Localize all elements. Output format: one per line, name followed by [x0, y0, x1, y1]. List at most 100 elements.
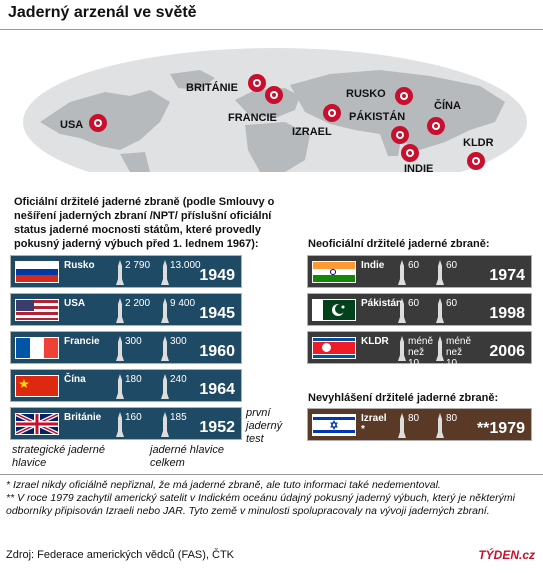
missile-icon — [436, 260, 444, 285]
missile-icon — [161, 412, 169, 437]
missile-icon — [436, 336, 444, 361]
footnote-1: * Izrael nikdy oficiálně nepřiznal, že m… — [6, 479, 441, 491]
map-label-pakistan: PÁKISTÁN — [349, 111, 406, 123]
strategic-count: méně než 10 — [408, 336, 434, 369]
undeclared-row-izrael: Izrael * 80 80 **1979 — [307, 408, 532, 441]
greenland — [170, 70, 215, 90]
missile-icon — [161, 298, 169, 323]
strategic-count: 180 — [125, 374, 142, 385]
missile-icon — [116, 374, 124, 399]
total-count: 80 — [446, 413, 458, 424]
south-america — [120, 152, 150, 172]
missile-icon — [116, 260, 124, 285]
footnotes: * Izrael nikdy oficiálně nepřiznal, že m… — [6, 479, 538, 518]
country-name: Británie — [64, 412, 102, 423]
first-test-year: 1949 — [199, 267, 235, 284]
missile-icon — [398, 260, 406, 285]
country-name: Indie — [361, 260, 385, 271]
total-count: 185 — [170, 412, 187, 423]
page-title: Jaderný arzenál ve světě — [8, 4, 197, 21]
flag-usa-icon — [15, 299, 59, 321]
footnote-marker: * — [361, 424, 365, 435]
publisher-logo[interactable]: TÝDEN.cz — [478, 548, 535, 562]
official-row-rusko: Rusko 2 790 13.000 1949 — [10, 255, 242, 288]
official-heading: Oficiální držitelé jaderné zbraně (podle… — [14, 196, 275, 250]
explosion-icon — [427, 117, 445, 135]
total-count: 300 — [170, 336, 187, 347]
total-count: 240 — [170, 374, 187, 385]
official-row-francie: Francie 300 300 1960 — [10, 331, 242, 364]
explosion-icon — [89, 114, 107, 132]
total-count: 60 — [446, 260, 458, 271]
europe — [235, 88, 300, 118]
flag-uk-icon — [15, 413, 59, 435]
flag-china-icon — [15, 375, 59, 397]
map-label-indie: INDIE — [404, 163, 434, 175]
map-label-rusko: RUSKO — [346, 88, 386, 100]
unofficial-heading: Neoficiální držitelé jaderné zbraně: — [308, 238, 490, 250]
official-row-usa: USA 2 200 9 400 1945 — [10, 293, 242, 326]
missile-icon — [398, 413, 406, 438]
total-count: 9 400 — [170, 298, 196, 309]
country-name: Izrael — [361, 413, 387, 424]
first-test-year: **1979 — [476, 420, 525, 437]
flag-india-icon — [312, 261, 356, 283]
missile-icon — [161, 260, 169, 285]
map-label-britanie: BRITÁNIE — [186, 82, 238, 94]
first-test-year: 1945 — [199, 305, 235, 322]
first-test-year: 1960 — [199, 343, 235, 360]
strategic-count: 2 790 — [125, 260, 151, 271]
missile-icon — [436, 298, 444, 323]
footnote-divider — [0, 474, 543, 475]
footnote-2: ** V roce 1979 zachytil americký satelit… — [6, 492, 515, 517]
legend-strategic: strategické jaderné hlavice — [12, 444, 105, 469]
explosion-icon — [323, 104, 341, 122]
unofficial-row-kldr: KLDR méně než 10 méně než 10 2006 — [307, 331, 532, 369]
strategic-count: 60 — [408, 298, 420, 309]
missile-icon — [398, 336, 406, 361]
map-label-cina: ČÍNA — [434, 100, 461, 112]
first-test-year: 2006 — [489, 343, 525, 360]
missile-icon — [116, 298, 124, 323]
flag-russia-icon — [15, 261, 59, 283]
explosion-icon — [467, 152, 485, 170]
missile-icon — [161, 336, 169, 361]
strategic-count: 300 — [125, 336, 142, 347]
missile-icon — [116, 412, 124, 437]
explosion-icon — [395, 87, 413, 105]
country-name: KLDR — [361, 336, 389, 347]
explosion-icon — [401, 144, 419, 162]
country-name: Francie — [64, 336, 100, 347]
total-count: 60 — [446, 298, 458, 309]
first-test-year: 1998 — [489, 305, 525, 322]
source-credit: Zdroj: Federace amerických vědců (FAS), … — [6, 549, 235, 561]
first-test-year: 1974 — [489, 267, 525, 284]
country-name: USA — [64, 298, 86, 309]
flag-pakistan-icon — [312, 299, 356, 321]
strategic-count: 80 — [408, 413, 420, 424]
first-test-year: 1952 — [199, 419, 235, 436]
first-test-year: 1964 — [199, 381, 235, 398]
missile-icon — [116, 336, 124, 361]
total-count: méně než 10 — [446, 336, 472, 369]
official-row-britanie: Británie 160 185 1952 — [10, 407, 242, 440]
undeclared-heading: Nevyhlášení držitelé jaderné zbraně: — [308, 392, 499, 404]
missile-icon — [161, 374, 169, 399]
unofficial-row-indie: Indie 60 60 1974 — [307, 255, 532, 288]
explosion-icon — [265, 86, 283, 104]
explosion-icon — [248, 74, 266, 92]
flag-israel-icon — [312, 414, 356, 436]
legend-total: jaderné hlavice celkem — [150, 444, 224, 469]
map-label-kldr: KLDR — [463, 137, 494, 149]
official-row-cina: Čína 180 240 1964 — [10, 369, 242, 402]
flag-france-icon — [15, 337, 59, 359]
strategic-count: 160 — [125, 412, 142, 423]
total-count: 13.000 — [170, 260, 201, 271]
missile-icon — [398, 298, 406, 323]
legend-first-test: první jaderný test — [246, 407, 283, 445]
flag-nkorea-icon — [312, 337, 356, 359]
missile-icon — [436, 413, 444, 438]
africa — [245, 122, 310, 172]
map-label-usa: USA — [60, 119, 84, 131]
country-name: Rusko — [64, 260, 95, 271]
